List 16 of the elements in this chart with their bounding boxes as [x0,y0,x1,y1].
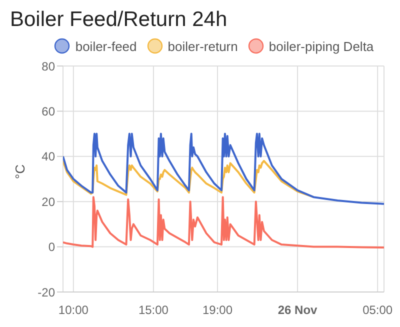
legend-label: boiler-piping Delta [268,38,374,54]
legend-label: boiler-return [168,38,238,54]
chart-title: Boiler Feed/Return 24h [10,8,228,32]
x-tick-label: 05:00 [362,303,393,317]
y-axis-title: °C [12,164,28,179]
legend-label: boiler-feed [75,38,137,54]
x-tick-label: 10:00 [58,303,89,317]
y-tick-label: 40 [42,150,56,164]
y-tick-label: 80 [42,59,56,74]
y-tick-label: 60 [42,104,56,118]
y-tick-label: -20 [38,285,56,300]
y-tick-label: 20 [42,194,56,209]
x-tick-label: 26 Nov [278,303,318,317]
x-tick-label: 15:00 [138,303,169,317]
y-tick-label: 0 [48,240,56,254]
x-tick-label: 19:00 [202,303,233,317]
